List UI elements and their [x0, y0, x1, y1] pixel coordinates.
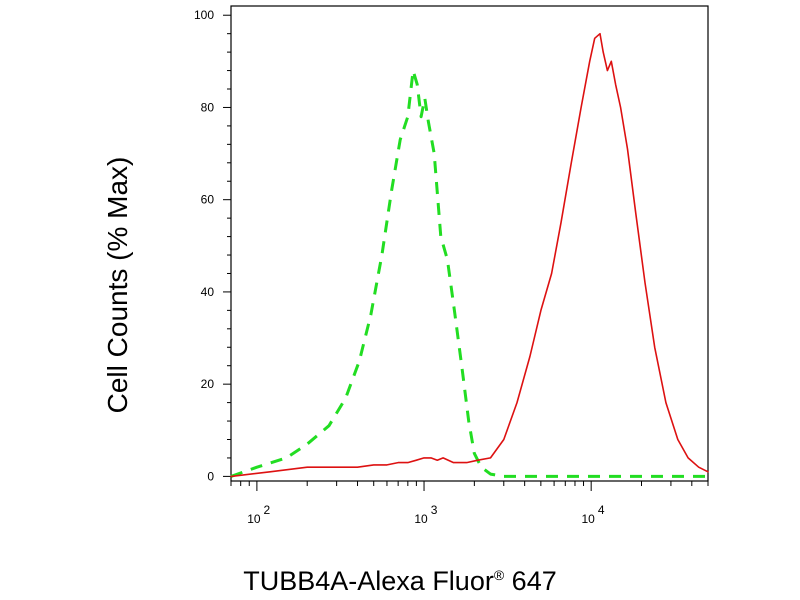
y-tick-label: 0	[207, 469, 214, 483]
control-histogram-line	[230, 69, 708, 478]
y-tick-label: 60	[201, 193, 215, 207]
x-axis-label-text: TUBB4A-Alexa Fluor	[243, 566, 494, 596]
x-axis-label-suffix: 647	[504, 566, 557, 596]
x-tick-exponent: 2	[264, 503, 271, 517]
y-tick-label: 20	[201, 377, 215, 391]
plot-frame	[230, 5, 709, 482]
x-tick-label: 10	[414, 512, 428, 526]
x-tick-exponent: 3	[431, 503, 438, 517]
x-axis-label: TUBB4A-Alexa Fluor® 647	[0, 566, 800, 597]
registered-mark: ®	[493, 567, 505, 583]
stained-histogram-line	[230, 32, 709, 478]
y-tick-label: 80	[201, 100, 215, 114]
y-axis-label: Cell Counts (% Max)	[102, 156, 133, 414]
x-tick-exponent: 4	[598, 503, 605, 517]
series-lines	[230, 32, 709, 478]
y-tick-label: 40	[201, 285, 215, 299]
x-tick-label: 10	[581, 512, 595, 526]
x-tick-label: 10	[247, 512, 261, 526]
y-tick-label: 100	[194, 8, 214, 22]
